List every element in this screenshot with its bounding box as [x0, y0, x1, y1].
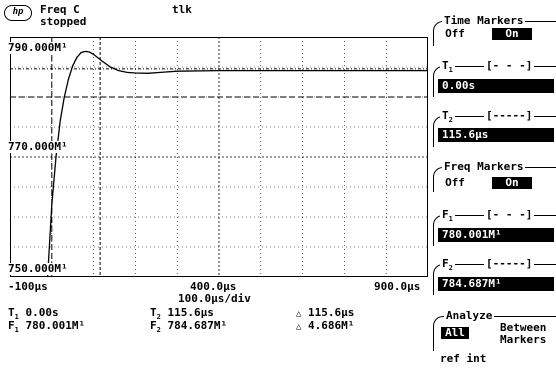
f1-readout: F1 780.001M¹ — [8, 319, 86, 335]
t1-label: T1 — [440, 59, 455, 74]
delta-icon: △ — [296, 309, 302, 319]
mode-title: Freq C — [40, 3, 80, 16]
f1-value-field[interactable]: 780.001M¹ — [438, 228, 554, 242]
analyze-all-button[interactable]: All — [441, 327, 469, 339]
y-top-label: 790.000M¹ — [8, 41, 68, 54]
t2-label: T2 — [440, 109, 455, 124]
f2-readout: F2 784.687M¹ — [150, 319, 228, 335]
t2-bracket: [-----] — [484, 109, 535, 122]
analyze-title: Analyze — [444, 309, 495, 322]
x-right-label: 900.0µs — [374, 280, 421, 293]
freq-markers-title: Freq Markers — [442, 160, 526, 173]
graticule — [10, 37, 428, 277]
talk-status: tlk — [172, 3, 192, 16]
run-status: stopped — [40, 15, 87, 28]
f2-label: F2 — [440, 257, 455, 272]
waveform-graph[interactable] — [10, 37, 428, 277]
marker-lines — [10, 37, 428, 277]
reference-status: ref int — [440, 352, 487, 365]
f1-bracket: [- - -] — [484, 208, 535, 221]
t1-value-field[interactable]: 0.00s — [438, 79, 554, 93]
t1-bracket: [- - -] — [484, 59, 535, 72]
f2-value-field[interactable]: 784.687M¹ — [438, 277, 554, 291]
f2-bracket: [-----] — [484, 257, 535, 270]
time-markers-on-button[interactable]: On — [492, 28, 532, 40]
t1-readout: T1 0.00s — [8, 306, 59, 322]
delta-t-readout: △ 115.6µs — [296, 306, 355, 320]
y-bottom-label: 750.000M¹ — [8, 262, 68, 275]
x-left-label: -100µs — [8, 280, 48, 293]
analyze-markers-label: Markers — [500, 333, 547, 346]
timebase-label: 100.0µs/div — [178, 292, 251, 305]
freq-markers-on-button[interactable]: On — [492, 177, 532, 189]
time-markers-title: Time Markers — [442, 14, 526, 27]
freq-markers-off-button[interactable]: Off — [445, 176, 465, 189]
frequency-trace — [10, 50, 428, 277]
hp-logo: hp — [4, 5, 32, 21]
f1-label: F1 — [440, 208, 455, 223]
delta-f-readout: △ 4.686M¹ — [296, 319, 355, 333]
t2-readout: T2 115.6µs — [150, 306, 214, 322]
t2-value-field[interactable]: 115.6µs — [438, 128, 554, 142]
analyze-softkey[interactable] — [433, 316, 556, 351]
time-markers-off-button[interactable]: Off — [445, 27, 465, 40]
y-mid-label: 770.000M¹ — [8, 140, 68, 153]
analyze-between-button[interactable]: Between — [500, 321, 547, 334]
delta-icon: △ — [296, 322, 302, 332]
x-mid-label: 400.0µs — [190, 280, 237, 293]
